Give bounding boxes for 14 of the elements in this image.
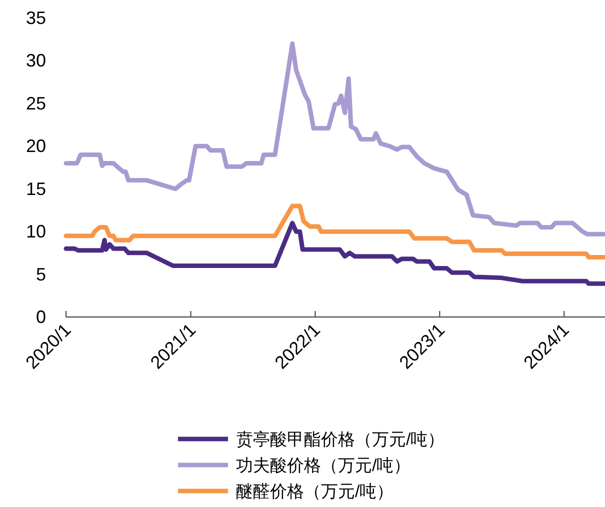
y-tick-label: 0 [36,307,46,327]
y-tick-label: 10 [26,222,46,242]
line-series [64,41,605,236]
y-tick-label: 30 [26,50,46,71]
y-tick-label: 15 [26,178,46,199]
legend-label: 功夫酸价格（万元/吨） [236,456,411,475]
line-series [64,204,605,260]
y-tick-label: 20 [26,136,46,156]
y-tick-label: 25 [26,93,46,114]
legend-label: 醚醛价格（万元/吨） [236,482,394,501]
line-series [64,220,605,286]
y-tick-label: 5 [36,264,46,284]
legend-label: 贲亭酸甲酯价格（万元/吨） [236,430,445,449]
y-tick-label: 35 [26,8,46,28]
